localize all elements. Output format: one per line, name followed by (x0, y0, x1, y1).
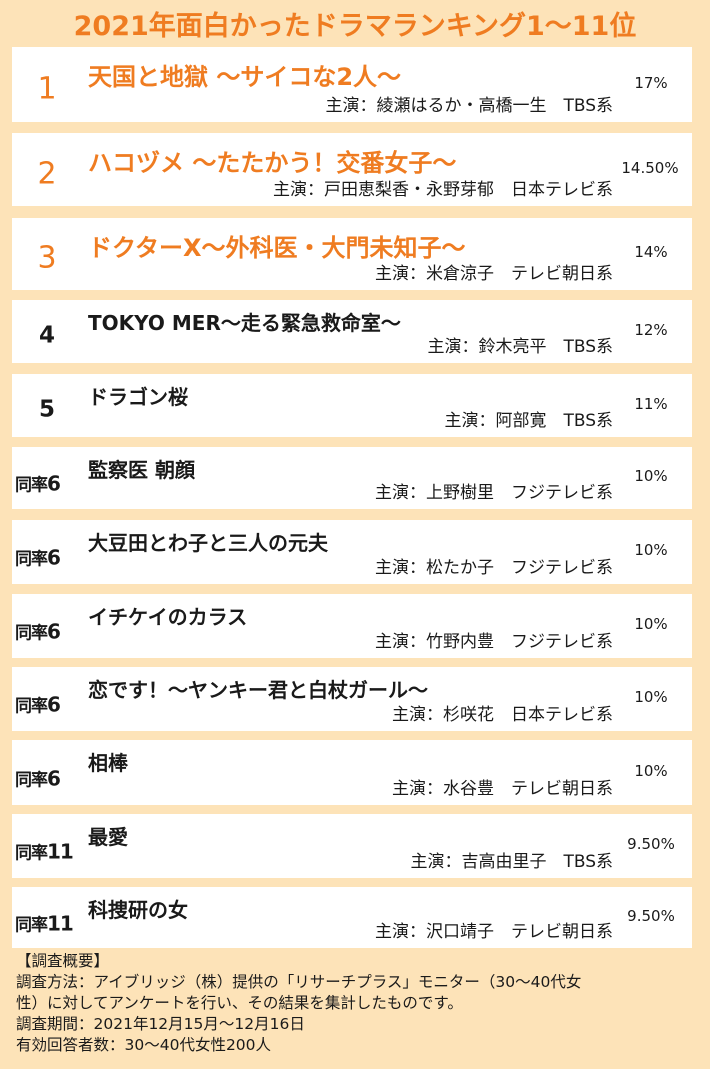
drama-title: 相棒 (88, 751, 128, 775)
drama-title: 天国と地獄 〜サイコな2人〜 (88, 63, 402, 91)
ranking-row: 4 TOKYO MER〜走る緊急救命室〜 主演：鈴木亮平 TBS系 12% (12, 300, 692, 363)
ranking-row: 5 ドラゴン桜 主演：阿部寛 TBS系 11% (12, 374, 692, 437)
rank-prefix: 同率 (15, 696, 48, 717)
cast-and-network: 主演：松たか子 フジテレビ系 (375, 558, 613, 578)
rank-prefix: 同率 (15, 623, 48, 644)
rank-prefix: 同率 (15, 915, 48, 935)
drama-title: 最愛 (88, 825, 128, 849)
percent: 10% (634, 688, 668, 707)
rank-number: 同率6 (15, 692, 85, 717)
ranking-row: 同率11 科捜研の女 主演：沢口靖子 テレビ朝日系 9.50% (12, 887, 692, 948)
rank-value: 11 (47, 911, 74, 935)
percent: 9.50% (627, 906, 675, 925)
cast-and-network: 主演：阿部寛 TBS系 (444, 411, 613, 431)
percent: 10% (634, 615, 668, 634)
rank-number: 5 (38, 396, 55, 423)
ranking-row: 3 ドクターX〜外科医・大門未知子〜 主演：米倉涼子 テレビ朝日系 14% (12, 218, 692, 290)
ranking-row: 同率6 監察医 朝顔 主演：上野樹里 フジテレビ系 10% (12, 447, 692, 509)
rank-prefix: 同率 (15, 770, 48, 790)
percent: 10% (634, 467, 668, 486)
ranking-row: 1 天国と地獄 〜サイコな2人〜 主演：綾瀬はるか・高橋一生 TBS系 17% (12, 47, 692, 122)
rank-number: 同率6 (15, 765, 85, 790)
drama-title: イチケイのカラス (88, 605, 248, 629)
survey-summary: 【調査概要】 調査方法：アイブリッジ（株）提供の「リサーチプラス」モニター（30… (16, 951, 696, 1056)
cast-and-network: 主演：鈴木亮平 TBS系 (427, 337, 613, 357)
percent: 12% (634, 320, 668, 339)
rank-value: 6 (47, 471, 61, 496)
cast-and-network: 主演：吉高由里子 TBS系 (410, 852, 613, 872)
rank-value: 6 (47, 545, 61, 570)
survey-heading: 【調査概要】 (16, 952, 110, 970)
ranking-row: 同率6 大豆田とわ子と三人の元夫 主演：松たか子 フジテレビ系 10% (12, 520, 692, 584)
rank-number: 4 (38, 322, 55, 349)
rank-value: 6 (47, 619, 61, 644)
percent: 14% (634, 243, 668, 262)
drama-title: TOKYO MER〜走る緊急救命室〜 (88, 311, 401, 335)
rank-number: 2 (37, 156, 57, 192)
drama-title: 大豆田とわ子と三人の元夫 (88, 531, 328, 555)
rank-value: 6 (47, 692, 61, 717)
ranking-row: 同率6 恋です！〜ヤンキー君と白杖ガール〜 主演：杉咲花 日本テレビ系 10% (12, 667, 692, 731)
cast-and-network: 主演：米倉涼子 テレビ朝日系 (375, 264, 613, 284)
ranking-row: 同率6 相棒 主演：水谷豊 テレビ朝日系 10% (12, 740, 692, 805)
drama-title: ハコヅメ 〜たたかう！交番女子〜 (88, 149, 457, 177)
rank-number: 同率11 (15, 839, 85, 864)
rank-prefix: 同率 (15, 549, 48, 570)
cast-and-network: 主演：上野樹里 フジテレビ系 (375, 483, 613, 503)
cast-and-network: 主演：沢口靖子 テレビ朝日系 (375, 922, 613, 942)
rank-number: 同率6 (15, 619, 85, 644)
ranking-row: 同率11 最愛 主演：吉高由里子 TBS系 9.50% (12, 814, 692, 878)
percent: 9.50% (627, 835, 675, 854)
drama-title: 恋です！〜ヤンキー君と白杖ガール〜 (88, 678, 428, 702)
drama-title: 科捜研の女 (88, 898, 188, 922)
drama-title: ドラゴン桜 (88, 385, 188, 409)
rank-prefix: 同率 (15, 843, 48, 864)
rank-number: 1 (37, 71, 57, 107)
percent: 14.50% (621, 158, 679, 177)
cast-and-network: 主演：杉咲花 日本テレビ系 (392, 705, 613, 725)
cast-and-network: 主演：綾瀬はるか・高橋一生 TBS系 (325, 96, 613, 116)
cast-and-network: 主演：水谷豊 テレビ朝日系 (392, 779, 613, 799)
rank-number: 同率11 (15, 910, 85, 935)
percent: 10% (634, 761, 668, 780)
drama-title: ドクターX〜外科医・大門未知子〜 (88, 234, 466, 262)
rank-value: 6 (47, 766, 61, 790)
survey-method-line2: 性）に対してアンケートを行い、その結果を集計したものです。 (16, 994, 463, 1012)
ranking-row: 2 ハコヅメ 〜たたかう！交番女子〜 主演：戸田恵梨香・永野芽郁 日本テレビ系 … (12, 133, 692, 206)
survey-period: 調査期間：2021年12月15月〜12月16日 (16, 1015, 305, 1033)
percent: 10% (634, 541, 668, 560)
cast-and-network: 主演：竹野内豊 フジテレビ系 (375, 632, 613, 652)
survey-respondents: 有効回答者数：30〜40代女性200人 (16, 1036, 272, 1054)
cast-and-network: 主演：戸田恵梨香・永野芽郁 日本テレビ系 (273, 180, 613, 200)
rank-number: 同率6 (15, 545, 85, 570)
rank-number: 3 (37, 240, 57, 276)
page-title: 2021年面白かったドラマランキング1〜11位 (73, 11, 637, 42)
rank-value: 11 (47, 839, 74, 864)
survey-method-line1: 調査方法：アイブリッジ（株）提供の「リサーチプラス」モニター（30〜40代女 (16, 973, 582, 991)
rank-number: 同率6 (15, 471, 85, 496)
rank-prefix: 同率 (15, 475, 48, 496)
ranking-row: 同率6 イチケイのカラス 主演：竹野内豊 フジテレビ系 10% (12, 594, 692, 658)
percent: 17% (634, 73, 668, 92)
drama-title: 監察医 朝顔 (88, 458, 195, 482)
percent: 11% (634, 394, 668, 413)
